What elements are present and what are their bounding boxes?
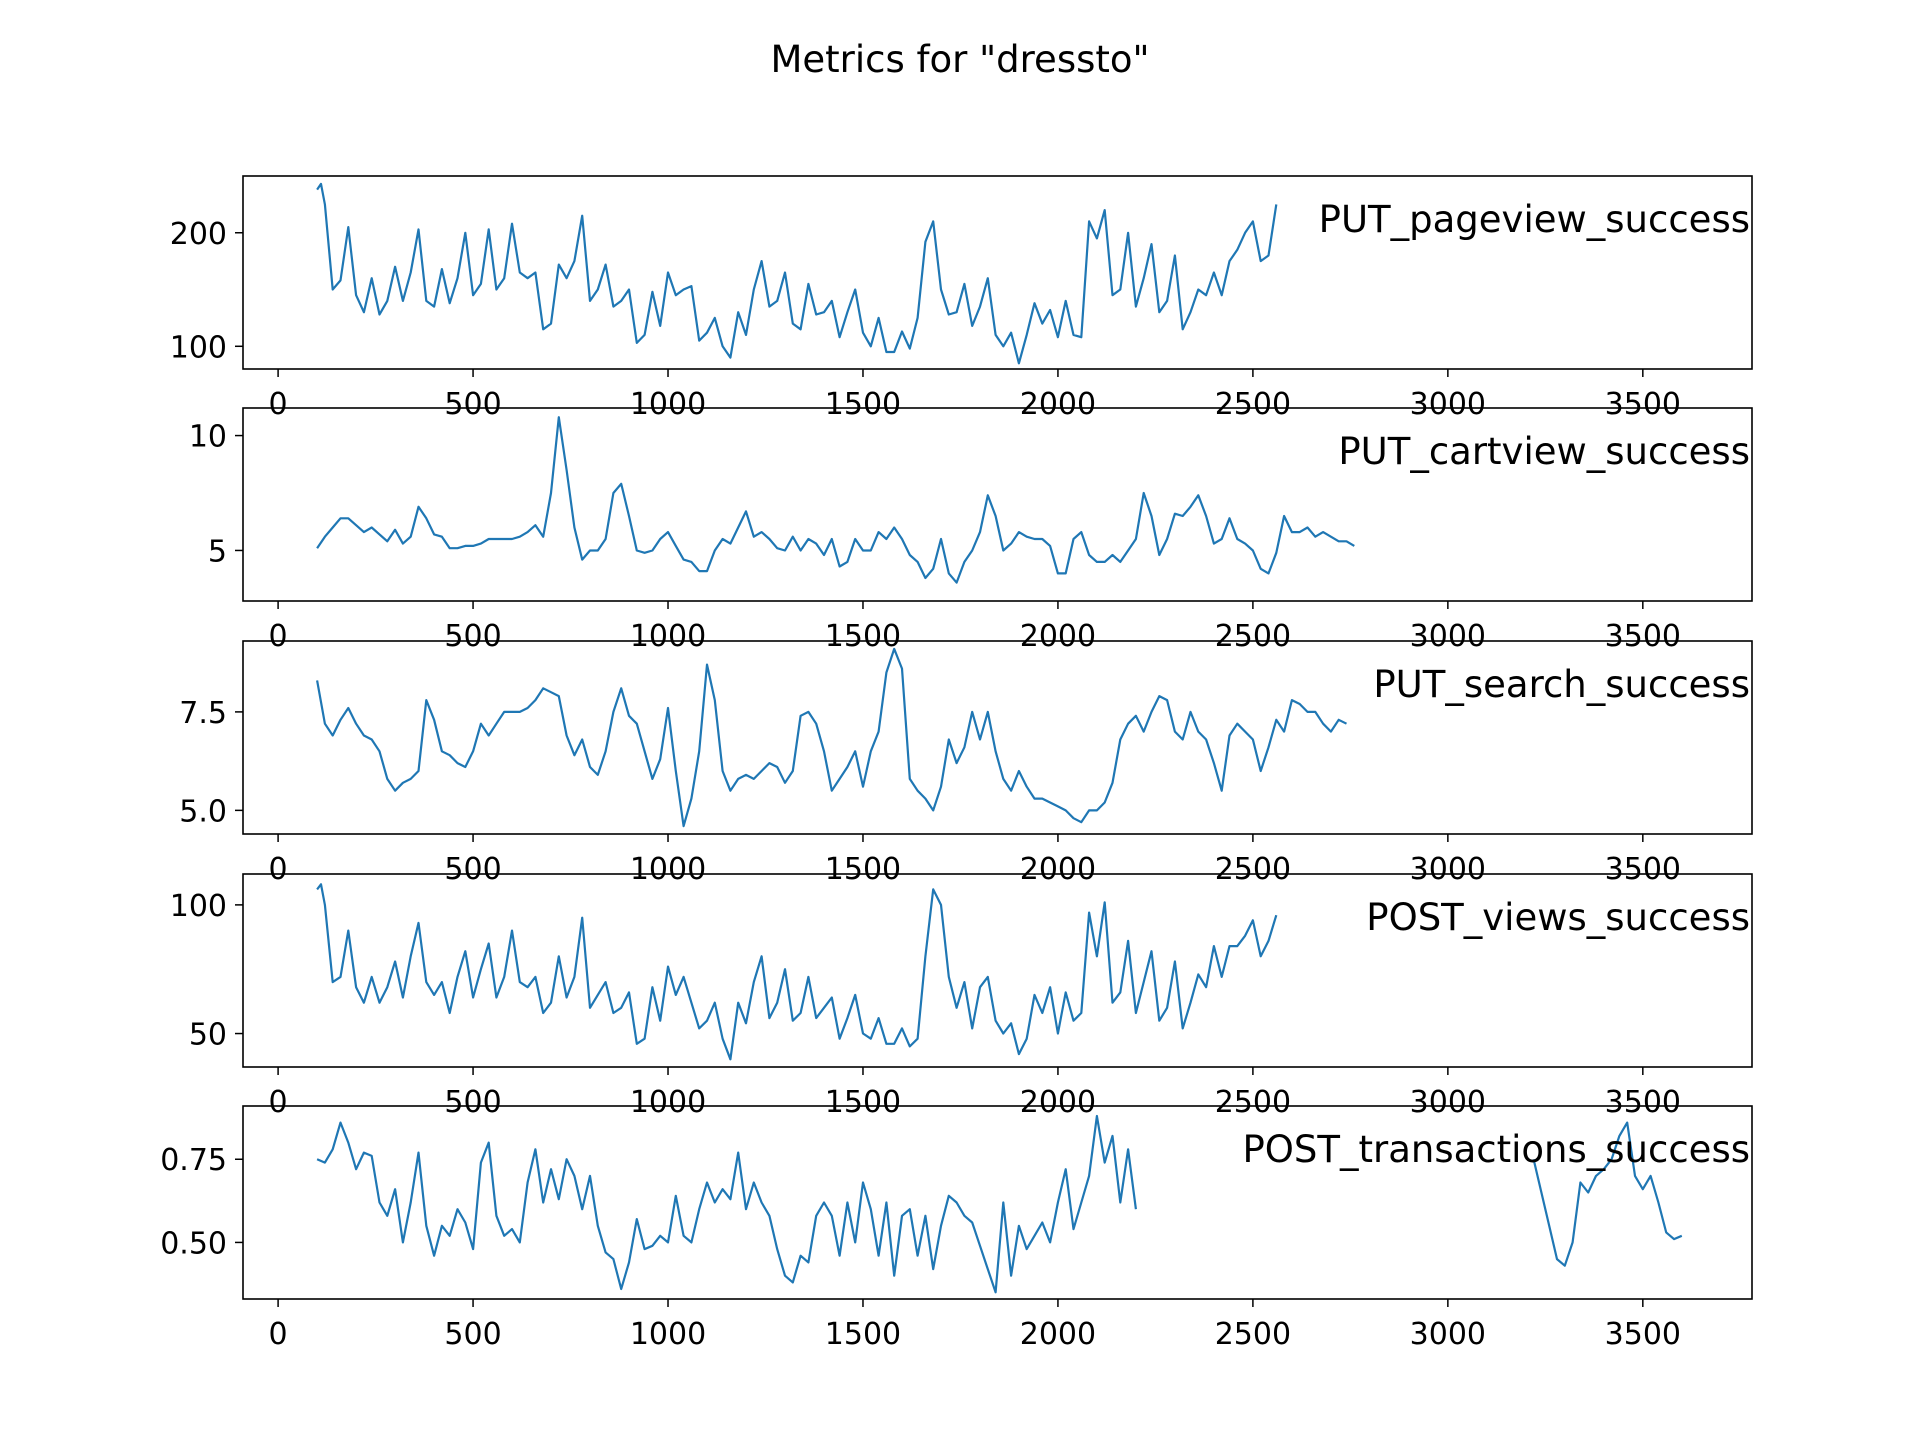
x-tick-label: 3000 bbox=[1410, 1317, 1486, 1352]
x-tick-label: 0 bbox=[269, 852, 288, 887]
y-tick-label: 100 bbox=[170, 330, 227, 365]
y-tick-label: 5 bbox=[208, 534, 227, 569]
x-tick-label: 3500 bbox=[1605, 387, 1681, 422]
x-tick-label: 0 bbox=[269, 387, 288, 422]
y-tick-label: 50 bbox=[189, 1018, 227, 1053]
x-tick-label: 3500 bbox=[1605, 1085, 1681, 1120]
x-tick-label: 2500 bbox=[1215, 619, 1291, 654]
y-tick-label: 7.5 bbox=[179, 696, 227, 731]
y-tick-label: 0.75 bbox=[160, 1143, 227, 1178]
series-line-1 bbox=[316, 182, 1278, 365]
x-tick-label: 1000 bbox=[630, 852, 706, 887]
panel-frame-2 bbox=[242, 407, 1753, 602]
x-tick-label: 1500 bbox=[825, 619, 901, 654]
series-line-4 bbox=[316, 883, 1278, 1061]
x-tick-label: 500 bbox=[444, 619, 501, 654]
y-tick-label: 0.50 bbox=[160, 1226, 227, 1261]
x-tick-label: 1000 bbox=[630, 619, 706, 654]
x-tick-label: 0 bbox=[269, 1317, 288, 1352]
x-tick-label: 2000 bbox=[1020, 852, 1096, 887]
y-tick-label: 200 bbox=[170, 217, 227, 252]
x-tick-label: 1000 bbox=[630, 387, 706, 422]
x-tick-label: 3000 bbox=[1410, 852, 1486, 887]
x-tick-label: 1500 bbox=[825, 1317, 901, 1352]
x-tick-label: 1500 bbox=[825, 1085, 901, 1120]
x-tick-label: 3000 bbox=[1410, 387, 1486, 422]
series-line-5-seg2 bbox=[1532, 1121, 1683, 1267]
panel-frame-5 bbox=[242, 1105, 1753, 1300]
x-tick-label: 3500 bbox=[1605, 852, 1681, 887]
x-tick-label: 3500 bbox=[1605, 619, 1681, 654]
series-line-3 bbox=[316, 647, 1347, 828]
panel-frame-3 bbox=[242, 640, 1753, 835]
series-line-2 bbox=[316, 416, 1355, 584]
series-label-3: PUT_search_success bbox=[1373, 663, 1750, 706]
x-tick-label: 2500 bbox=[1215, 852, 1291, 887]
y-tick-label: 100 bbox=[170, 889, 227, 924]
series-label-1: PUT_pageview_success bbox=[1319, 198, 1750, 241]
x-tick-label: 500 bbox=[444, 1317, 501, 1352]
x-tick-label: 1000 bbox=[630, 1317, 706, 1352]
x-tick-label: 500 bbox=[444, 387, 501, 422]
x-tick-label: 2000 bbox=[1020, 619, 1096, 654]
x-tick-label: 3500 bbox=[1605, 1317, 1681, 1352]
y-tick-label: 10 bbox=[189, 420, 227, 455]
panel-frame-1 bbox=[242, 175, 1753, 370]
y-tick-label: 5.0 bbox=[179, 794, 227, 829]
series-line-5-seg1 bbox=[316, 1114, 1137, 1294]
x-tick-label: 1000 bbox=[630, 1085, 706, 1120]
series-label-2: PUT_cartview_success bbox=[1338, 430, 1750, 473]
x-tick-label: 0 bbox=[269, 1085, 288, 1120]
x-tick-label: 1500 bbox=[825, 387, 901, 422]
x-tick-label: 2500 bbox=[1215, 387, 1291, 422]
panel-frame-4 bbox=[242, 873, 1753, 1068]
x-tick-label: 500 bbox=[444, 852, 501, 887]
x-tick-label: 2500 bbox=[1215, 1085, 1291, 1120]
x-tick-label: 2000 bbox=[1020, 1317, 1096, 1352]
series-label-4: POST_views_success bbox=[1366, 896, 1750, 939]
x-tick-label: 2000 bbox=[1020, 1085, 1096, 1120]
figure-title: Metrics for "dressto" bbox=[770, 38, 1149, 81]
x-tick-label: 500 bbox=[444, 1085, 501, 1120]
x-tick-label: 0 bbox=[269, 619, 288, 654]
x-tick-label: 3000 bbox=[1410, 619, 1486, 654]
x-tick-label: 1500 bbox=[825, 852, 901, 887]
x-tick-label: 2500 bbox=[1215, 1317, 1291, 1352]
x-tick-label: 2000 bbox=[1020, 387, 1096, 422]
series-label-5: POST_transactions_success bbox=[1242, 1128, 1750, 1171]
x-tick-label: 3000 bbox=[1410, 1085, 1486, 1120]
